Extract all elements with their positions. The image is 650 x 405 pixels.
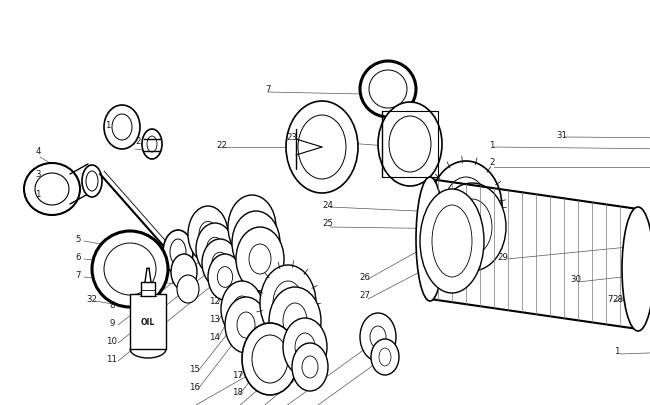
Text: 26: 26 <box>359 273 370 282</box>
Ellipse shape <box>170 239 186 265</box>
Text: 6: 6 <box>75 253 81 262</box>
Text: 7: 7 <box>75 271 81 280</box>
Ellipse shape <box>245 228 267 258</box>
Text: 28: 28 <box>612 295 623 304</box>
Ellipse shape <box>370 326 386 348</box>
Ellipse shape <box>273 281 303 325</box>
Ellipse shape <box>283 318 327 376</box>
Bar <box>130 294 166 349</box>
Circle shape <box>104 243 156 295</box>
Ellipse shape <box>147 136 157 153</box>
Ellipse shape <box>622 207 650 331</box>
Ellipse shape <box>35 174 69 205</box>
Ellipse shape <box>292 343 328 391</box>
Ellipse shape <box>221 281 263 337</box>
Ellipse shape <box>252 335 288 383</box>
Text: 7: 7 <box>607 295 613 304</box>
Ellipse shape <box>86 172 98 192</box>
Circle shape <box>360 62 416 118</box>
Ellipse shape <box>379 348 391 366</box>
Ellipse shape <box>142 130 162 160</box>
Text: OIL: OIL <box>141 318 155 327</box>
Text: 17: 17 <box>233 371 244 379</box>
Ellipse shape <box>430 162 502 254</box>
Text: 29: 29 <box>497 253 508 262</box>
Ellipse shape <box>188 207 228 262</box>
Circle shape <box>369 71 407 109</box>
Ellipse shape <box>416 177 444 301</box>
Text: 25: 25 <box>322 219 333 228</box>
Ellipse shape <box>283 303 307 339</box>
Ellipse shape <box>249 244 271 274</box>
Ellipse shape <box>163 230 193 274</box>
Text: 5: 5 <box>75 235 81 244</box>
Text: 10: 10 <box>107 337 118 345</box>
Text: 1: 1 <box>105 120 110 129</box>
Text: 1: 1 <box>35 190 41 199</box>
Text: 1: 1 <box>489 140 495 149</box>
Ellipse shape <box>233 296 251 322</box>
Text: 1: 1 <box>614 347 619 356</box>
Ellipse shape <box>295 333 315 361</box>
Text: 32: 32 <box>86 295 98 304</box>
Circle shape <box>92 231 168 307</box>
Text: 30: 30 <box>571 275 582 284</box>
Ellipse shape <box>452 200 492 256</box>
Text: 7: 7 <box>265 85 271 94</box>
Text: 3: 3 <box>35 170 41 179</box>
Ellipse shape <box>24 164 80 215</box>
Ellipse shape <box>177 275 199 303</box>
Text: 8: 8 <box>109 301 115 310</box>
Text: 2: 2 <box>135 137 141 146</box>
Ellipse shape <box>112 115 132 141</box>
Ellipse shape <box>202 239 238 287</box>
Text: 12: 12 <box>209 297 220 306</box>
Ellipse shape <box>286 102 358 194</box>
Bar <box>141 282 155 296</box>
Text: 15: 15 <box>190 364 200 373</box>
Ellipse shape <box>236 228 284 291</box>
Ellipse shape <box>241 213 263 243</box>
Ellipse shape <box>242 323 298 395</box>
Ellipse shape <box>438 183 506 271</box>
Text: 22: 22 <box>216 141 228 150</box>
Ellipse shape <box>207 238 224 261</box>
Text: 24: 24 <box>322 201 333 210</box>
Text: 18: 18 <box>233 388 244 396</box>
Text: 16: 16 <box>190 383 200 392</box>
Ellipse shape <box>228 196 276 259</box>
Ellipse shape <box>208 254 242 300</box>
Ellipse shape <box>196 224 234 275</box>
Ellipse shape <box>444 177 488 237</box>
Ellipse shape <box>360 313 396 361</box>
Ellipse shape <box>298 116 346 179</box>
Text: 9: 9 <box>109 319 114 328</box>
Ellipse shape <box>217 267 233 288</box>
Ellipse shape <box>171 254 197 290</box>
Ellipse shape <box>432 205 472 277</box>
Ellipse shape <box>378 103 442 187</box>
Ellipse shape <box>104 106 140 149</box>
Text: 13: 13 <box>209 315 220 324</box>
Ellipse shape <box>389 117 431 173</box>
Ellipse shape <box>371 339 399 375</box>
Ellipse shape <box>237 312 255 338</box>
Ellipse shape <box>420 190 484 293</box>
Text: 14: 14 <box>209 333 220 342</box>
Text: 11: 11 <box>107 355 118 364</box>
Ellipse shape <box>199 222 217 247</box>
Text: 27: 27 <box>359 291 370 300</box>
Ellipse shape <box>302 356 318 378</box>
Ellipse shape <box>212 253 228 274</box>
Ellipse shape <box>225 297 267 353</box>
Text: 4: 4 <box>35 147 41 156</box>
Ellipse shape <box>260 265 316 341</box>
Text: 31: 31 <box>556 131 567 140</box>
Text: 23: 23 <box>287 133 298 142</box>
Ellipse shape <box>269 287 321 355</box>
Ellipse shape <box>232 211 280 275</box>
Text: 2: 2 <box>489 158 495 167</box>
Ellipse shape <box>82 166 102 198</box>
